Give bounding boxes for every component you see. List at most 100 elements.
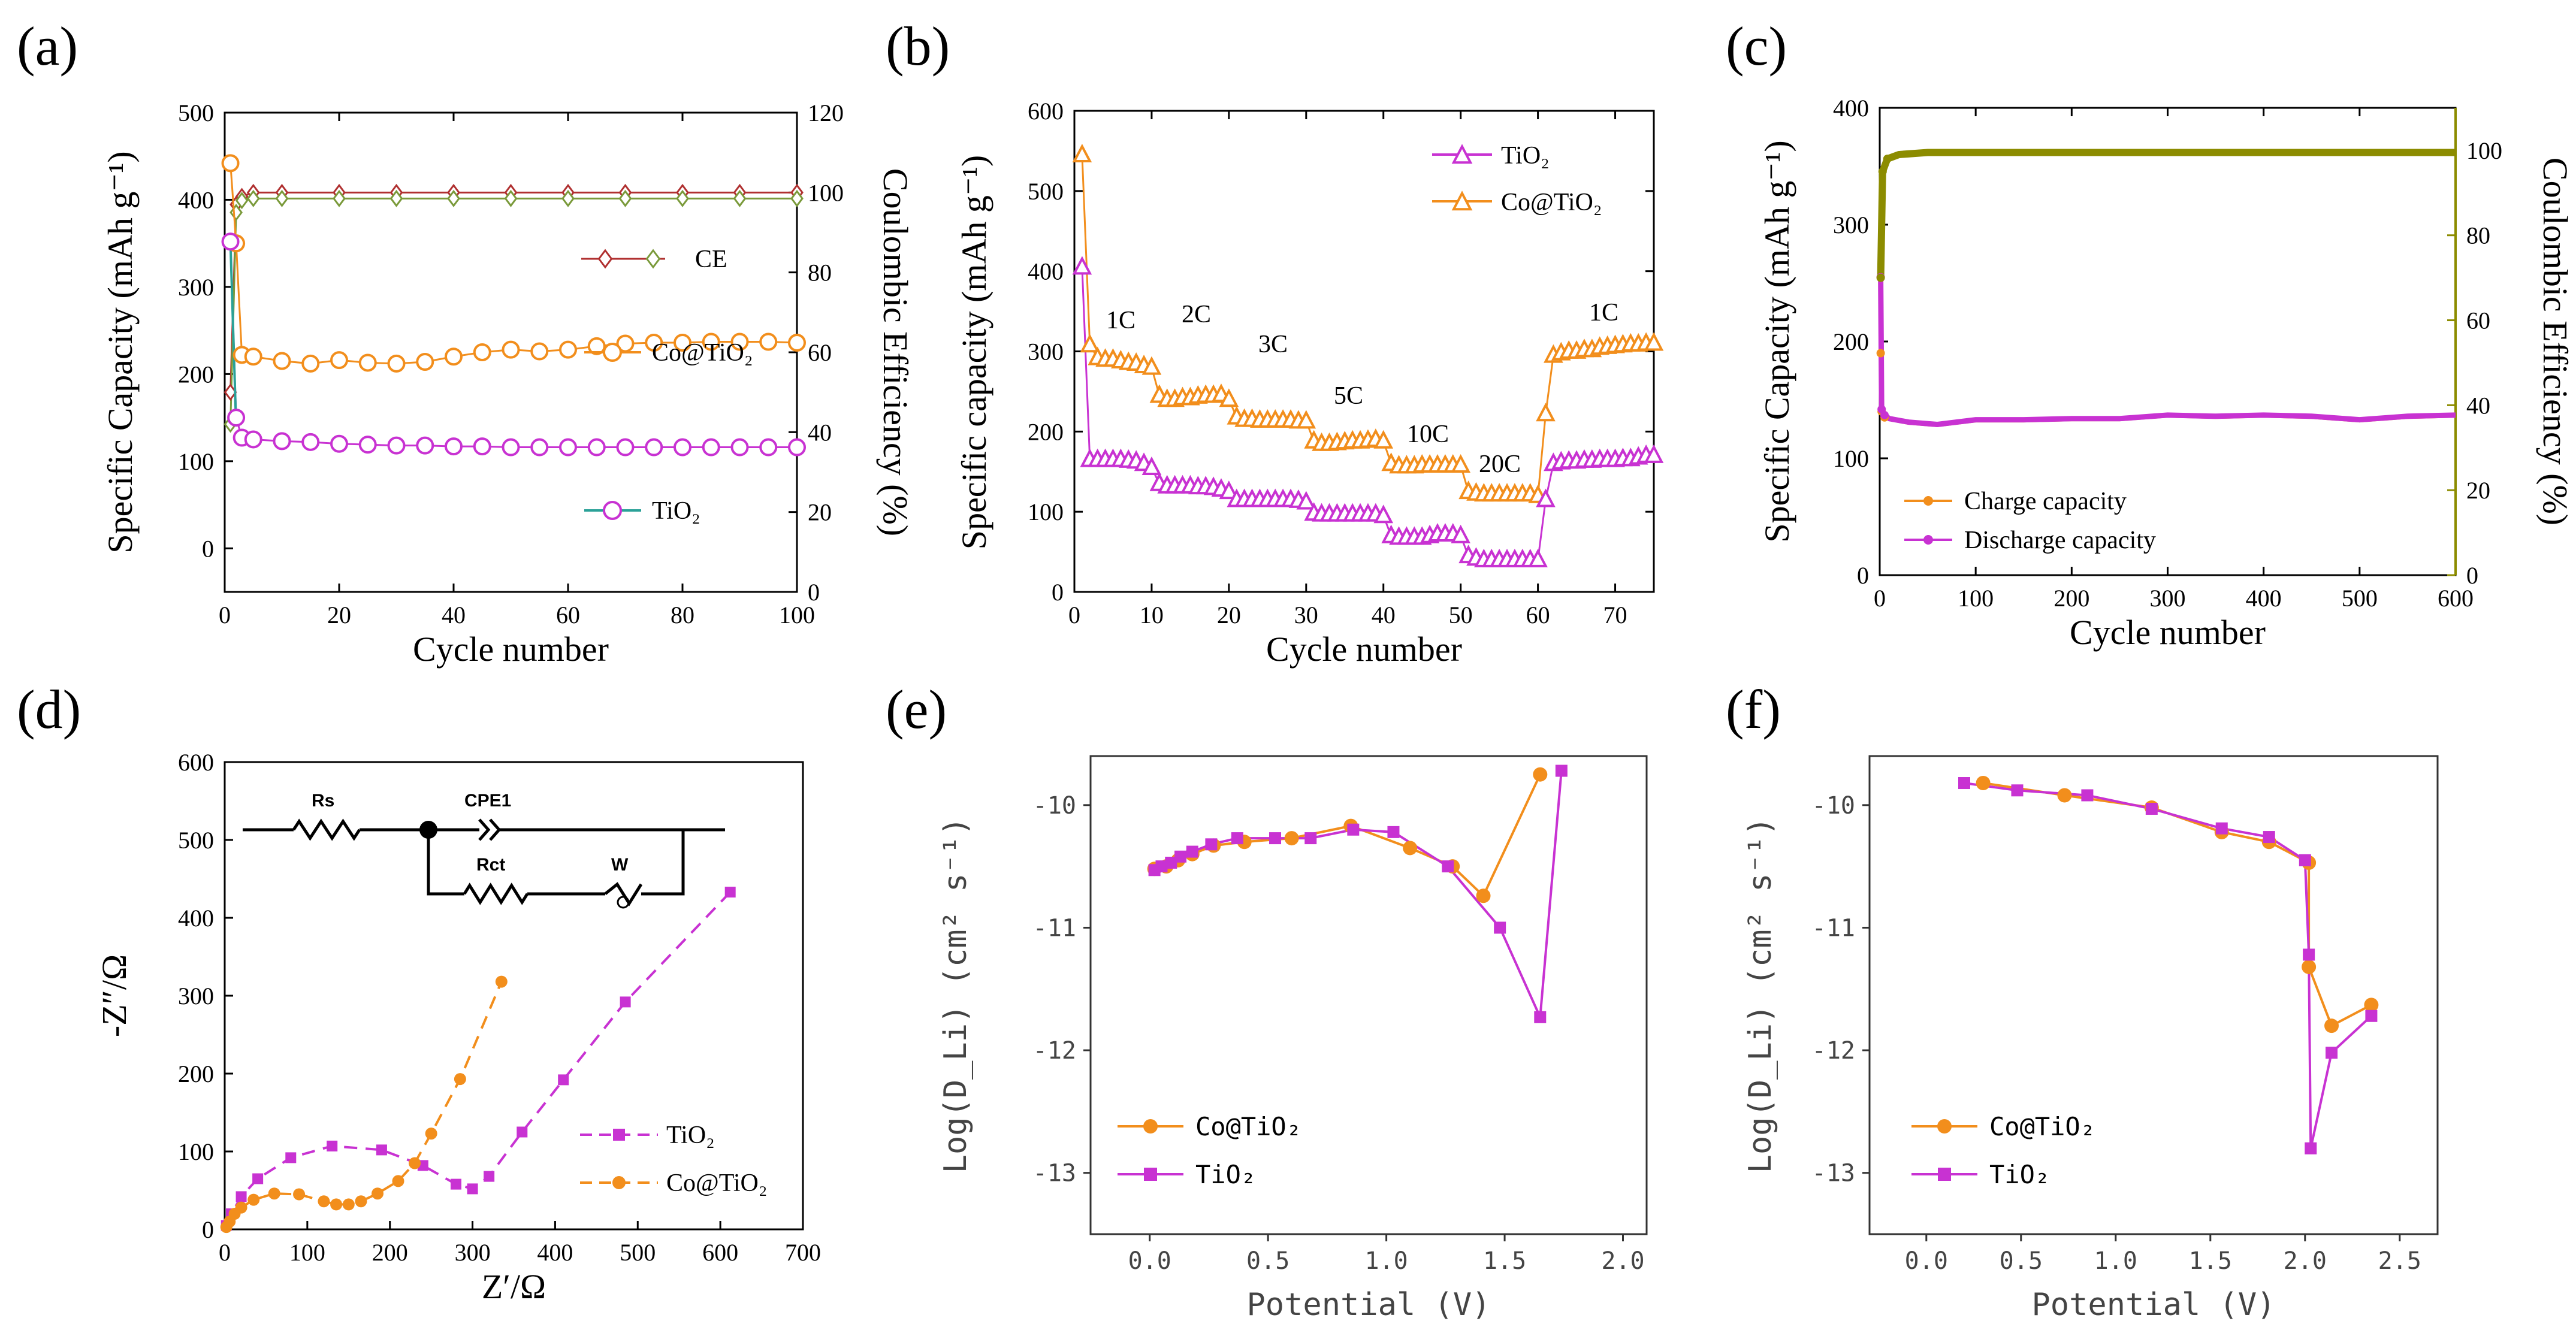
legend: TiO₂ Co@TiO₂ — [1432, 142, 1602, 216]
data-point-co — [416, 353, 434, 371]
data-point-tio2 — [1442, 860, 1454, 873]
data-point-co — [1644, 332, 1664, 351]
y-tick-label: 100 — [178, 448, 214, 475]
data-point-co — [454, 1073, 466, 1086]
panel-label: (f) — [1726, 679, 1781, 740]
legend-marker — [1451, 191, 1473, 211]
legend: CE Co@TiO₂ TiO₂ — [581, 246, 753, 525]
data-point-tio2 — [1231, 832, 1243, 845]
legend-marker — [1923, 496, 1933, 506]
x-tick-label: 80 — [671, 601, 694, 628]
y-axis-title: Log(D_Li) (cm² s⁻¹) — [1743, 817, 1778, 1174]
legend-label: Co@TiO₂ — [652, 339, 753, 367]
y-tick-label: 0 — [1857, 562, 1869, 589]
legend: Co@TiO₂ TiO₂ — [1911, 1112, 2095, 1189]
data-point-co — [1284, 831, 1299, 846]
ce-point — [235, 192, 249, 210]
wire — [641, 830, 685, 896]
legend-label: TiO₂ — [652, 497, 700, 525]
x-axis-title: Potential (V) — [2032, 1287, 2276, 1323]
y-tick-label: -11 — [1033, 914, 1076, 942]
y-tick-label: -11 — [1812, 914, 1855, 942]
y2-tick-label: 20 — [808, 499, 832, 526]
x-tick-label: 1.5 — [1483, 1247, 1526, 1275]
data-point-tio2 — [1536, 488, 1556, 507]
y-tick-label: -12 — [1033, 1037, 1076, 1065]
data-point-co — [372, 1187, 384, 1200]
x-tick-label: 300 — [2150, 585, 2186, 612]
wire — [427, 830, 464, 896]
x-tick-label: 10 — [1140, 601, 1164, 628]
data-point-tio2 — [1296, 491, 1316, 510]
y-tick-label: 500 — [178, 827, 214, 854]
data-point-co — [1476, 888, 1491, 903]
cpe-plate — [478, 818, 491, 841]
legend-label: Discharge capacity — [1964, 527, 2156, 554]
y2-tick-label: 20 — [2466, 477, 2490, 504]
data-point-co — [788, 334, 806, 352]
data-point-ce — [1883, 155, 1892, 164]
x-tick-label: 60 — [1526, 601, 1550, 628]
data-point-tio2 — [1141, 456, 1162, 475]
chart-panel-b: 0 10 20 30 40 50 60 70 0 100 200 300 400 500 600 Cycle … — [955, 98, 1664, 669]
y-tick-label: 0 — [1052, 579, 1064, 606]
data-point-tio2 — [1205, 838, 1218, 851]
data-point-tio2 — [1958, 777, 1970, 790]
data-point-tio2 — [645, 438, 663, 457]
data-point-tio2 — [330, 434, 348, 453]
y-tick-label: -13 — [1033, 1160, 1076, 1187]
x-tick-label: 600 — [2438, 585, 2474, 612]
line-co-tio2 — [225, 981, 503, 1228]
data-point-tio2 — [1219, 480, 1239, 500]
legend-label: Co@TiO₂ — [666, 1169, 768, 1197]
data-point-co — [730, 333, 749, 351]
x-tick-label: 0 — [1874, 585, 1886, 612]
initial-drop — [229, 241, 238, 427]
x-tick-label: 70 — [1603, 601, 1627, 628]
y2-axis-title: Coulombic Efficiency (%) — [876, 168, 915, 536]
x-tick-label: 2.0 — [1601, 1247, 1644, 1275]
data-point-tio2 — [724, 887, 736, 898]
data-point-tio2 — [1373, 504, 1394, 524]
y-tick-label: 200 — [1833, 328, 1869, 355]
panel-label: (b) — [886, 16, 950, 77]
data-point-co — [273, 352, 291, 370]
y-tick-label: 200 — [178, 361, 214, 388]
data-point-co — [409, 1157, 421, 1169]
x-tick-label: 0.5 — [2000, 1247, 2043, 1275]
data-point-tio2 — [587, 438, 606, 457]
chart-panel-e: 0.0 0.5 1.0 1.5 2.0 -10 -11 -12 -13 Potential (V)… — [938, 755, 1648, 1323]
line-co-tio2 — [1983, 782, 2372, 1027]
ce-point — [561, 189, 575, 207]
y-tick-label: 200 — [178, 1060, 214, 1087]
x-tick-label: 100 — [1958, 585, 1994, 612]
x-tick-label: 0.0 — [1905, 1247, 1948, 1275]
data-point-charge — [1876, 349, 1885, 358]
legend-marker — [1143, 1119, 1158, 1134]
data-point-co — [759, 333, 778, 351]
y-tick-label: 400 — [178, 905, 214, 932]
data-point-co — [502, 340, 520, 359]
x-tick-label: 0.0 — [1128, 1247, 1171, 1275]
x-tick-label: 400 — [537, 1239, 573, 1266]
y-tick-label: 100 — [1833, 445, 1869, 472]
panel-label: (c) — [1726, 16, 1787, 77]
data-point-tio2 — [451, 1178, 461, 1190]
data-point-co — [2364, 998, 2379, 1012]
x-tick-label: 300 — [455, 1239, 491, 1266]
x-tick-label: 40 — [442, 601, 466, 628]
x-tick-label: 0 — [1068, 601, 1080, 628]
circuit-label-w: W — [611, 855, 629, 875]
data-point-co — [358, 353, 377, 372]
legend-label: TiO₂ — [666, 1122, 715, 1149]
data-point-co — [702, 333, 720, 351]
y2-tick-label: 80 — [2466, 222, 2490, 249]
data-point-co — [1219, 388, 1239, 407]
data-point-co — [1080, 334, 1100, 353]
data-point-co — [1536, 403, 1556, 422]
x-tick-label: 500 — [620, 1239, 656, 1266]
y-tick-label: 400 — [1028, 258, 1064, 285]
x-tick-label: 0 — [219, 601, 231, 628]
